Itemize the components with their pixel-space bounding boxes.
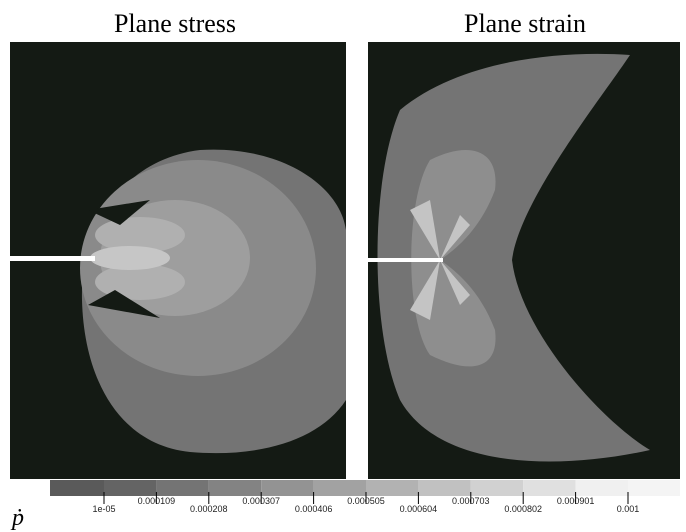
colorbar-band bbox=[208, 480, 262, 496]
colorbar-band bbox=[470, 480, 524, 496]
panel-title: Plane strain bbox=[464, 9, 586, 38]
colorbar-band bbox=[366, 480, 419, 496]
colorbar-tick-label: 0.000208 bbox=[190, 504, 228, 514]
colorbar-band bbox=[261, 480, 314, 496]
colorbar-band bbox=[313, 480, 366, 496]
colorbar-end bbox=[628, 480, 680, 496]
colorbar-tick-label: 0.000307 bbox=[242, 496, 280, 506]
colorbar-tick-label: 0.000802 bbox=[504, 504, 542, 514]
plane-strain-contour bbox=[368, 42, 680, 479]
colorbar-tick-label: 0.000406 bbox=[295, 504, 333, 514]
colorbar-band bbox=[575, 480, 628, 496]
colorbar-tick-label: 0.000109 bbox=[138, 496, 176, 506]
colorbar-tick-label: 0.000703 bbox=[452, 496, 490, 506]
colorbar-band bbox=[156, 480, 209, 496]
colorbar-tick-label: 0.001 bbox=[617, 504, 640, 514]
colorbar-label: ṗ bbox=[10, 505, 24, 531]
colorbar-end bbox=[50, 480, 104, 496]
colorbar-band bbox=[523, 480, 576, 496]
colorbar-tick-label: 1e-05 bbox=[92, 504, 115, 514]
colorbar-band bbox=[104, 480, 157, 496]
colorbar-tick-label: 0.000604 bbox=[400, 504, 438, 514]
plane-stress-contour bbox=[10, 42, 347, 479]
panel-title: Plane stress bbox=[114, 9, 236, 38]
colorbar-tick-label: 0.000505 bbox=[347, 496, 385, 506]
colorbar: 1e-05 0.000109 0.000208 0.000307 0.000406 0.0… bbox=[50, 480, 680, 514]
colorbar-tick-label: 0.000901 bbox=[557, 496, 595, 506]
colorbar-band bbox=[418, 480, 471, 496]
